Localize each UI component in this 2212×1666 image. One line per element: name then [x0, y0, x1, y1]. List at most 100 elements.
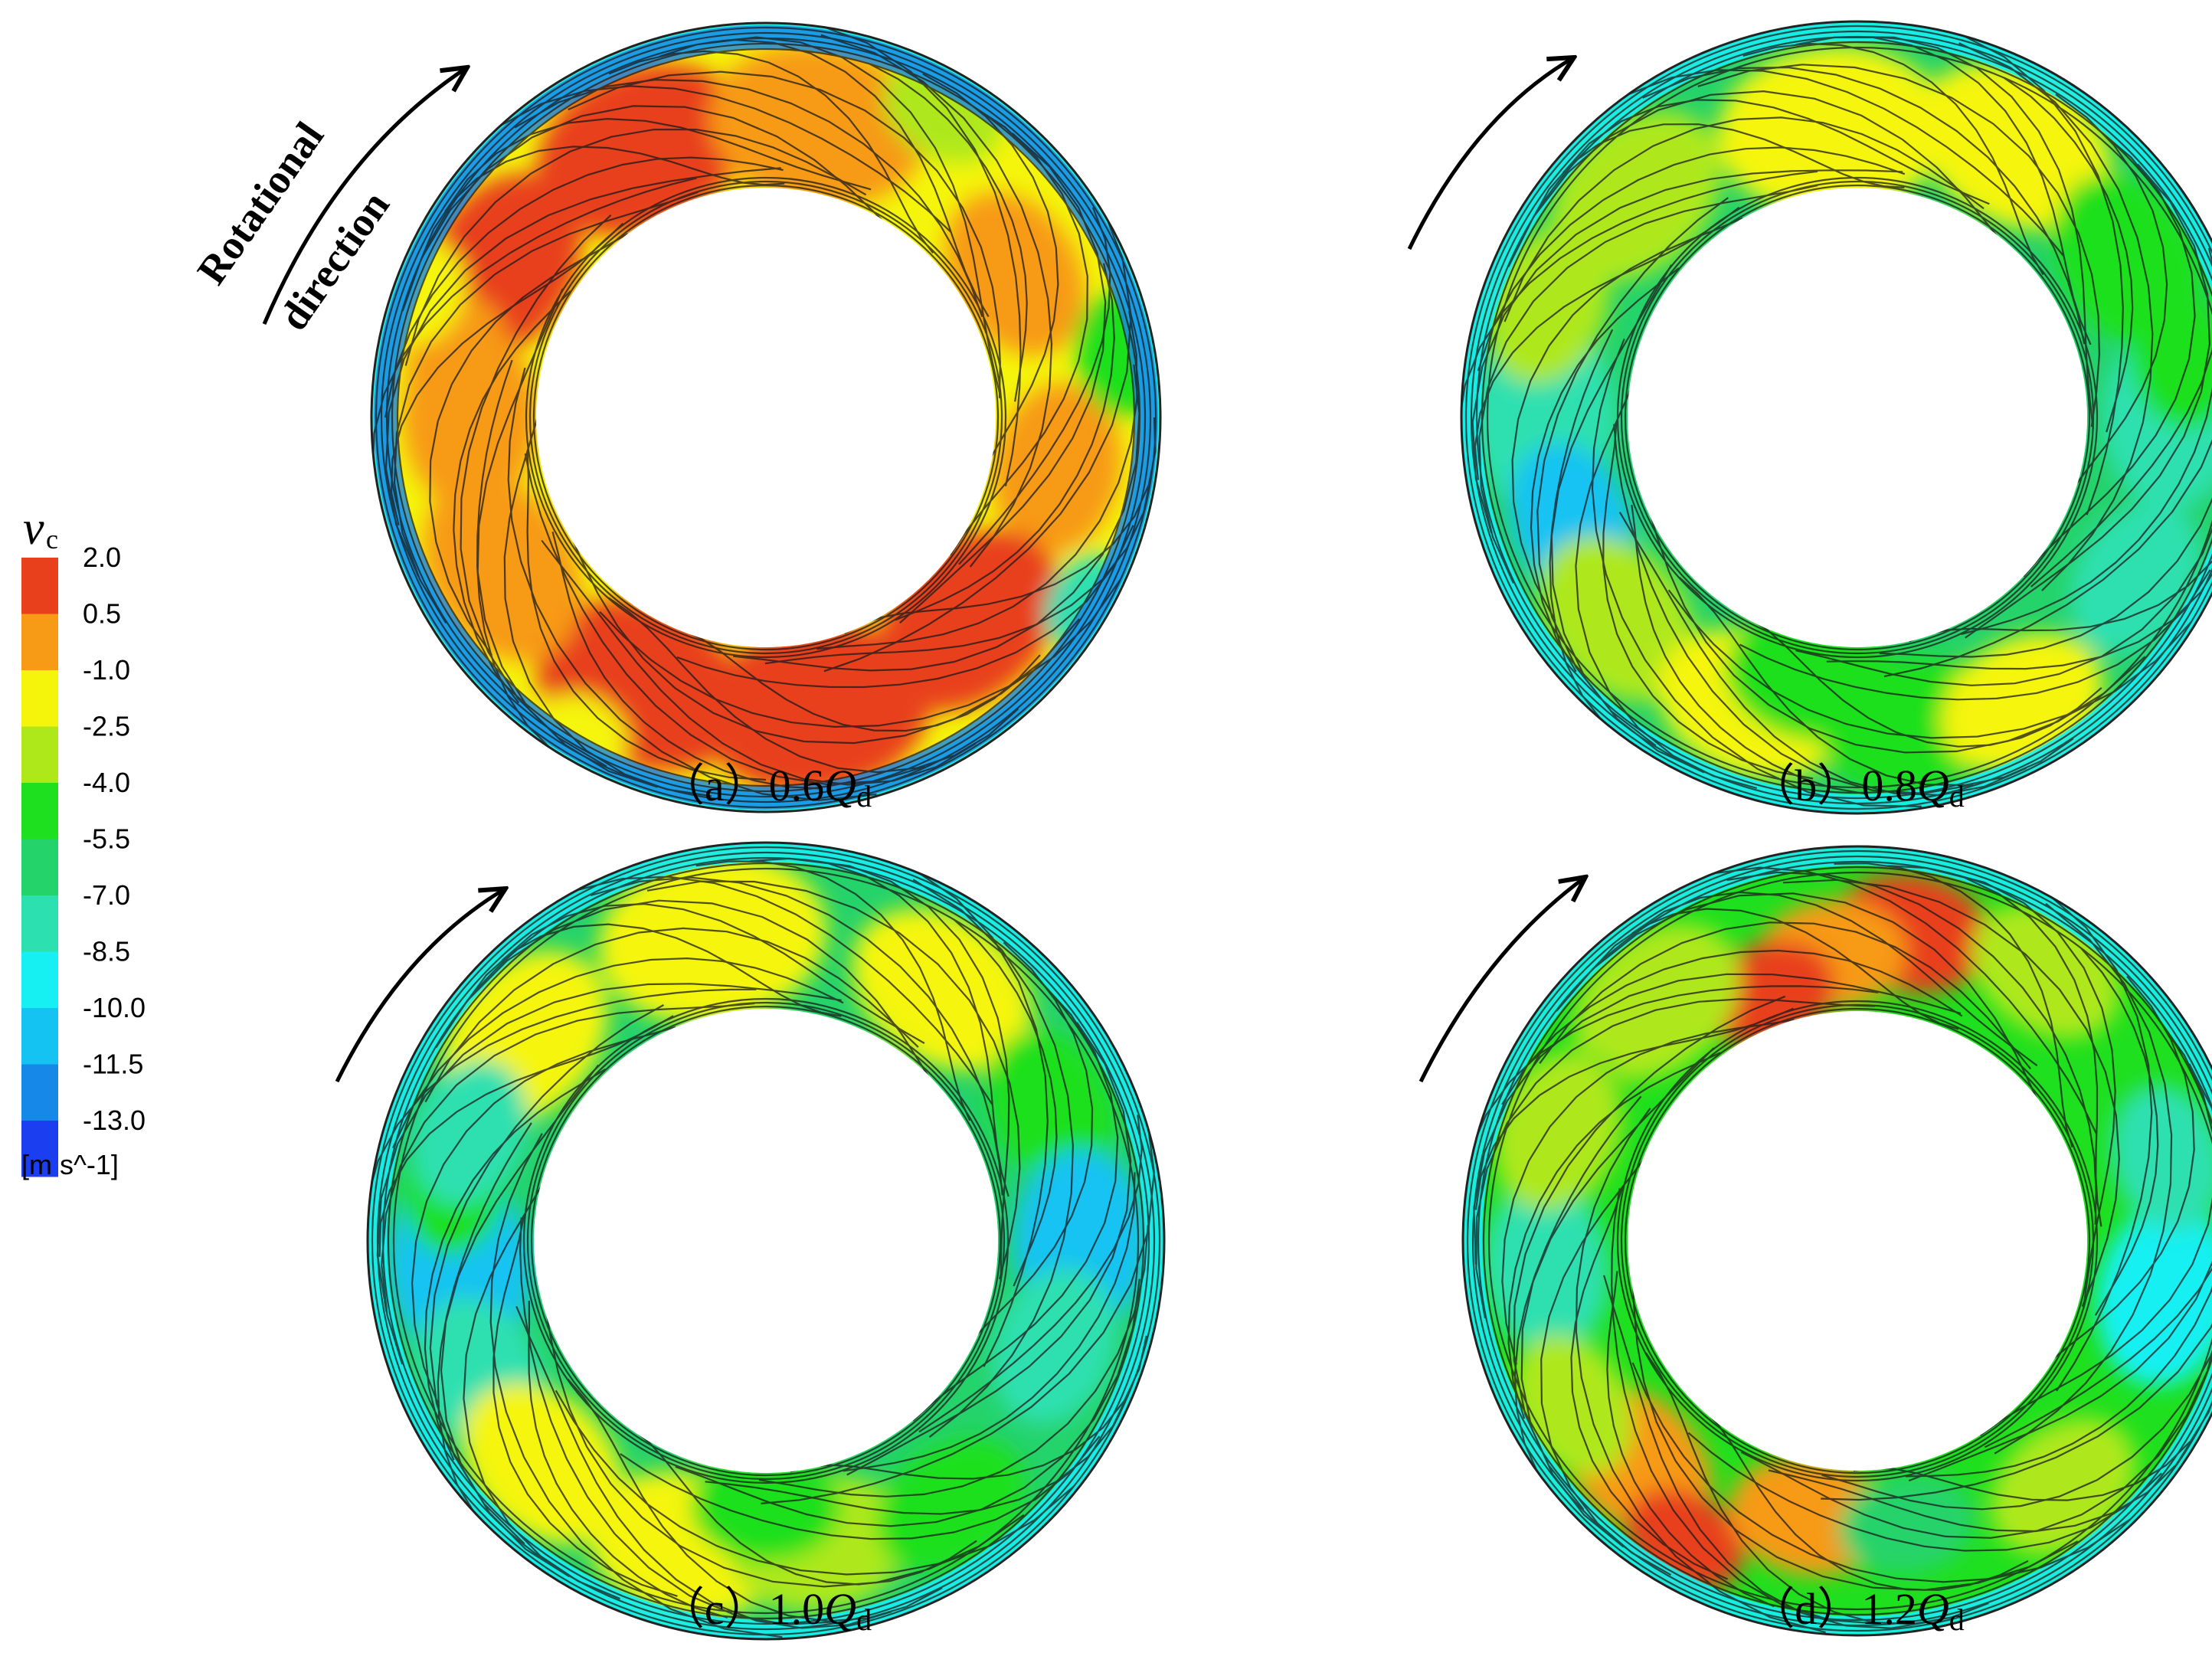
- streamline: [922, 73, 1059, 482]
- streamline: [528, 180, 1003, 655]
- streamline: [424, 1068, 606, 1461]
- streamline: [492, 1215, 678, 1597]
- streamline: [1501, 1019, 1795, 1365]
- contour-panel-d: （d）1.2Qd: [1418, 845, 2212, 1637]
- caption-Q: Q: [824, 761, 856, 810]
- streamline: [590, 876, 1003, 1196]
- streamline: [2003, 77, 2134, 433]
- streamline: [525, 176, 1007, 659]
- streamline: [1958, 42, 2154, 591]
- streamline: [528, 1301, 728, 1619]
- outer-boundary: [1461, 845, 2212, 1637]
- streamline: [1879, 355, 2212, 658]
- hub-hole: [534, 1009, 998, 1473]
- legend-band: [21, 895, 58, 952]
- caption-tag: （a）: [660, 761, 769, 810]
- streamline: [1606, 1271, 1775, 1608]
- streamline: [551, 531, 820, 790]
- streamline: [437, 1122, 532, 1515]
- streamline: [541, 539, 977, 786]
- legend-band: [21, 1121, 58, 1177]
- streamline: [530, 1005, 1002, 1477]
- streamline: [1631, 1273, 2079, 1591]
- legend-band: [21, 726, 58, 783]
- streamline: [684, 630, 1041, 732]
- streamline: [522, 997, 1009, 1484]
- streamline: [463, 1140, 620, 1600]
- streamline: [659, 38, 990, 317]
- caption-tag: （c）: [660, 1584, 769, 1634]
- caption-subscript: d: [856, 1602, 872, 1637]
- streamline: [429, 233, 629, 656]
- streamline: [526, 450, 767, 781]
- streamline: [750, 857, 1009, 1197]
- streamline: [1624, 1007, 2091, 1475]
- streamline: [375, 26, 1157, 809]
- streamline: [1464, 25, 2212, 810]
- streamlines: [1461, 21, 2212, 810]
- outer-boundary: [370, 21, 1162, 813]
- streamline: [790, 1335, 1147, 1480]
- rotation-label-line2: direction: [270, 183, 398, 339]
- streamline: [526, 1001, 1006, 1481]
- streamlines: [368, 846, 1161, 1638]
- streamline: [1985, 1161, 2212, 1448]
- caption-tag: （d）: [1750, 1584, 1861, 1634]
- streamline: [1909, 464, 2212, 643]
- panel-caption: （a）0.6Qd: [660, 761, 872, 813]
- streamline: [1667, 589, 2192, 739]
- streamline: [1795, 409, 2212, 686]
- streamline: [489, 1133, 783, 1638]
- legend-tick-labels: 2.0 0.5 -1.0 -2.5 -4.0 -5.5 -7.0 -8.5 -10.0 -11.5…: [83, 542, 146, 1136]
- streamline: [1501, 949, 1963, 1105]
- streamline: [1473, 973, 1962, 1265]
- outer-boundary: [1460, 20, 2212, 815]
- streamline: [1530, 267, 1680, 673]
- streamline: [524, 453, 926, 786]
- rotation-arrow-b: [1407, 57, 1574, 250]
- streamline: [1474, 206, 1740, 480]
- streamline: [1616, 176, 2099, 659]
- streamline: [384, 156, 784, 418]
- legend-unit: [m s^-1]: [21, 1149, 119, 1180]
- legend-tick-label: -4.0: [83, 767, 130, 798]
- legend-band: [21, 1008, 58, 1065]
- caption-flow: 0.8: [1861, 761, 1917, 810]
- streamline: [532, 184, 1000, 651]
- streamline: [1603, 1275, 1937, 1629]
- streamline: [424, 927, 919, 1103]
- legend-symbol: v: [23, 502, 44, 555]
- streamline: [733, 364, 1140, 672]
- caption-Q: Q: [824, 1584, 856, 1634]
- streamline: [1994, 902, 2173, 1455]
- legend-tick-label: -7.0: [83, 879, 130, 911]
- streamline: [514, 78, 983, 318]
- streamlines: [1466, 849, 2212, 1634]
- streamline: [1511, 217, 1743, 621]
- streamline: [620, 1435, 1101, 1540]
- streamline: [1853, 1380, 2212, 1501]
- legend-subscript: c: [46, 524, 58, 555]
- caption-Q: Q: [1917, 1584, 1949, 1634]
- contour-panel-a: （a）0.6Qd: [370, 21, 1162, 813]
- rotation-arrow-c: [335, 889, 506, 1083]
- streamline: [1589, 69, 2065, 257]
- streamline: [1471, 169, 1903, 534]
- streamline: [1887, 865, 2102, 1227]
- streamline: [1466, 849, 2212, 1632]
- caption-subscript: d: [1949, 1602, 1965, 1637]
- streamline: [404, 129, 867, 366]
- streamline: [1618, 512, 2027, 797]
- legend-tick-label: -10.0: [83, 992, 146, 1023]
- streamline: [1646, 502, 2146, 754]
- streamline: [378, 1015, 674, 1257]
- streamline: [1469, 985, 1879, 1154]
- legend-band: [21, 670, 58, 727]
- streamline: [1749, 618, 2102, 748]
- legend-tick-label: 2.0: [83, 542, 121, 573]
- streamline: [1575, 343, 1757, 790]
- streamline: [869, 63, 1028, 402]
- streamline: [460, 214, 612, 768]
- streamline: [391, 42, 1141, 793]
